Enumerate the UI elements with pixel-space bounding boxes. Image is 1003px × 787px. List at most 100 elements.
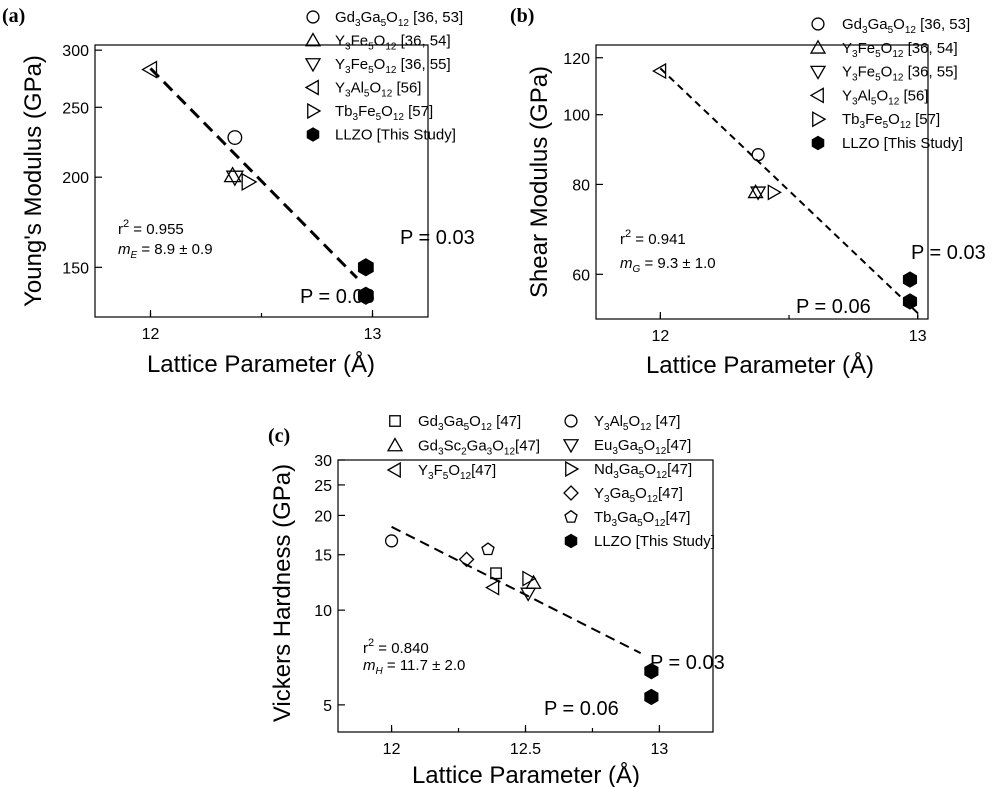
data-point-circle <box>227 130 243 145</box>
legend-label: Gd3Ga5O12 [47] <box>418 413 521 433</box>
x-tick-label: 13 <box>909 328 927 345</box>
legend-label: Y3Fe5O12 [36, 54] <box>842 40 958 60</box>
legend-label: Y3Al5O12 [56] <box>842 87 928 107</box>
panel-a-p006-label: P = 0.06 <box>300 286 375 308</box>
panel-b-fit <box>659 67 919 314</box>
panel-c-p003-label: P = 0.03 <box>650 652 725 674</box>
fit-line <box>391 525 642 655</box>
panel-c-xlabel: Lattice Parameter (Å) <box>412 761 640 787</box>
data-point-diamond <box>458 551 475 568</box>
data-point-triangle-left <box>485 579 500 596</box>
x-tick-label: 13 <box>364 326 382 343</box>
legend-label: Nd3Ga5O12[47] <box>594 461 692 481</box>
data-point-triangle-up <box>747 184 764 199</box>
legend-label: LLZO [This Study] <box>842 135 963 152</box>
legend-marker-triangle-left <box>386 461 401 479</box>
panel-a-r2-annotation: r2 = 0.955 <box>118 218 184 238</box>
data-point-pentagon <box>481 542 495 556</box>
panel-c-slope-annotation: mH = 11.7 ± 2.0 <box>363 657 465 677</box>
legend-marker-triangle-left <box>304 79 319 96</box>
x-tick-label: 13 <box>651 741 669 758</box>
data-point-square <box>490 567 502 580</box>
panel-c-p006-label: P = 0.06 <box>544 698 619 720</box>
legend-marker-triangle-up <box>304 32 322 47</box>
legend-label: Eu3Ga5O12[47] <box>594 437 691 457</box>
panel-c: (c) Lattice Parameter (Å) Vickers Hardne… <box>268 413 725 787</box>
panel-b-xlabel: Lattice Parameter (Å) <box>646 351 874 379</box>
data-point-triangle-left <box>141 60 158 79</box>
data-point-triangle-right <box>241 172 258 192</box>
y-tick-label: 300 <box>62 43 89 60</box>
y-tick-label: 100 <box>563 108 590 125</box>
legend-label: Tb3Fe5O12 [57] <box>335 103 433 123</box>
legend-label: Y3Fe5O12 [36, 54] <box>335 33 451 53</box>
data-point-hexagon-filled <box>357 258 374 277</box>
y-tick-label: 60 <box>572 267 590 284</box>
x-tick-label: 12 <box>651 328 669 345</box>
legend-label: Gd3Ga5O12 [36, 53] <box>335 9 463 29</box>
panel-b-label: (b) <box>510 5 534 27</box>
y-tick-label: 200 <box>62 170 89 187</box>
x-tick-label: 12 <box>383 741 401 758</box>
panel-c-marks <box>384 534 659 706</box>
panel-b-p006-label: P = 0.06 <box>796 296 871 318</box>
data-point-circle <box>751 148 765 162</box>
legend-label: LLZO [This Study] <box>594 533 715 550</box>
legend-marker-diamond <box>563 485 579 501</box>
panel-b-ticks: 12 13 60 80 100 120 <box>563 51 926 345</box>
panel-a: (a) Lattice Parameter (Å) Young's Modulu… <box>2 5 475 378</box>
panel-b-marks <box>652 62 918 310</box>
panel-a-fit <box>149 67 359 279</box>
panel-c-ticks: 12 12.5 13 5 10 15 20 25 30 <box>314 453 668 758</box>
panel-b-r2-annotation: r2 = 0.941 <box>620 228 686 248</box>
legend-label: Tb3Ga5O12[47] <box>594 509 690 529</box>
y-tick-label: 250 <box>62 100 89 117</box>
legend-marker-hexagon-filled <box>811 135 825 151</box>
legend-label: Y3Fe5O12 [36, 55] <box>842 64 958 84</box>
y-tick-label: 25 <box>314 478 332 495</box>
legend-marker-triangle-right <box>812 111 827 128</box>
panel-a-xlabel: Lattice Parameter (Å) <box>147 350 375 378</box>
data-point-triangle-left <box>652 62 667 80</box>
panel-a-legend: Gd3Ga5O12 [36, 53] Y3Fe5O12 [36, 54] Y3Fe5… <box>304 9 463 144</box>
legend-marker-pentagon <box>564 509 578 523</box>
legend-label: Tb3Fe5O12 [57] <box>842 111 940 131</box>
legend-label: Y3Al5O12 [47] <box>594 413 680 433</box>
panel-c-r2-annotation: r2 = 0.840 <box>363 637 429 657</box>
legend-label: LLZO [This Study] <box>335 127 456 144</box>
legend-label: Y3Ga5O12[47] <box>594 485 683 505</box>
y-tick-label: 80 <box>572 177 590 194</box>
legend-label: Y3Al5O12 [56] <box>335 80 421 100</box>
data-point-triangle-right <box>522 570 537 587</box>
legend-marker-triangle-up <box>386 437 404 452</box>
panel-a-ticks: 12 13 150 200 250 300 <box>62 43 381 343</box>
legend-marker-hexagon-filled <box>564 533 578 549</box>
panel-c-fit <box>391 525 642 655</box>
panel-c-ylabel: Vickers Hardness (GPa) <box>269 464 296 722</box>
y-tick-label: 10 <box>314 603 332 620</box>
legend-marker-square <box>389 415 401 427</box>
panel-b-legend: Gd3Ga5O12 [36, 53] Y3Fe5O12 [36, 54] Y3Fe5… <box>809 16 970 152</box>
panel-b-p003-label: P = 0.03 <box>911 242 986 264</box>
y-tick-label: 150 <box>62 260 89 277</box>
data-point-triangle-right <box>767 184 782 201</box>
legend-label: Y3Fe5O12 [36, 55] <box>335 56 451 76</box>
panel-a-ylabel: Young's Modulus (GPa) <box>20 55 47 307</box>
x-tick-label: 12 <box>142 326 160 343</box>
legend-marker-triangle-right <box>307 102 322 120</box>
data-point-hexagon-filled <box>644 662 659 680</box>
panel-a-label: (a) <box>2 5 25 27</box>
panel-c-label: (c) <box>268 425 290 447</box>
legend-label: Y3F5O12[47] <box>418 462 496 482</box>
x-tick-label: 12.5 <box>510 741 541 758</box>
panel-b-ylabel: Shear Modulus (GPa) <box>526 66 553 298</box>
legend-marker-hexagon-filled <box>306 127 320 142</box>
legend-marker-triangle-down <box>809 65 827 80</box>
panel-b-slope-annotation: mG = 9.3 ± 1.0 <box>620 255 716 275</box>
y-tick-label: 5 <box>323 698 332 715</box>
panel-a-p003-label: P = 0.03 <box>400 227 475 249</box>
legend-label: Gd3Sc2Ga3O12[47] <box>418 438 540 458</box>
y-tick-label: 30 <box>314 453 332 470</box>
y-tick-label: 120 <box>563 51 590 68</box>
panel-a-marks <box>141 60 374 305</box>
